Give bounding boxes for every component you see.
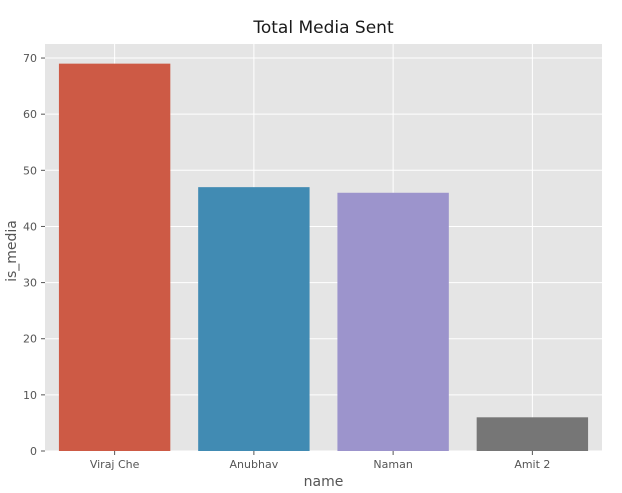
y-tick-label: 50: [23, 164, 37, 177]
x-tick-label: Viraj Che: [90, 458, 140, 471]
bar-viraj-che: [58, 63, 171, 451]
y-tick-label: 30: [23, 277, 37, 290]
x-tick-label: Anubhav: [230, 458, 279, 471]
x-tick-label: Amit 2: [514, 458, 550, 471]
y-tick-label: 0: [30, 445, 37, 458]
y-tick-label: 10: [23, 389, 37, 402]
y-axis-label: is_media: [4, 220, 20, 282]
y-tick-label: 40: [23, 220, 37, 233]
chart-title: Total Media Sent: [253, 18, 394, 38]
y-tick-label: 70: [23, 52, 37, 65]
x-tick-label: Naman: [373, 458, 412, 471]
bar-naman: [337, 192, 449, 452]
y-tick-label: 60: [23, 108, 37, 121]
y-tick-label: 20: [23, 333, 37, 346]
bar-amit-2: [476, 417, 589, 451]
bar-anubhav: [198, 187, 310, 451]
x-axis-label: name: [303, 474, 344, 490]
